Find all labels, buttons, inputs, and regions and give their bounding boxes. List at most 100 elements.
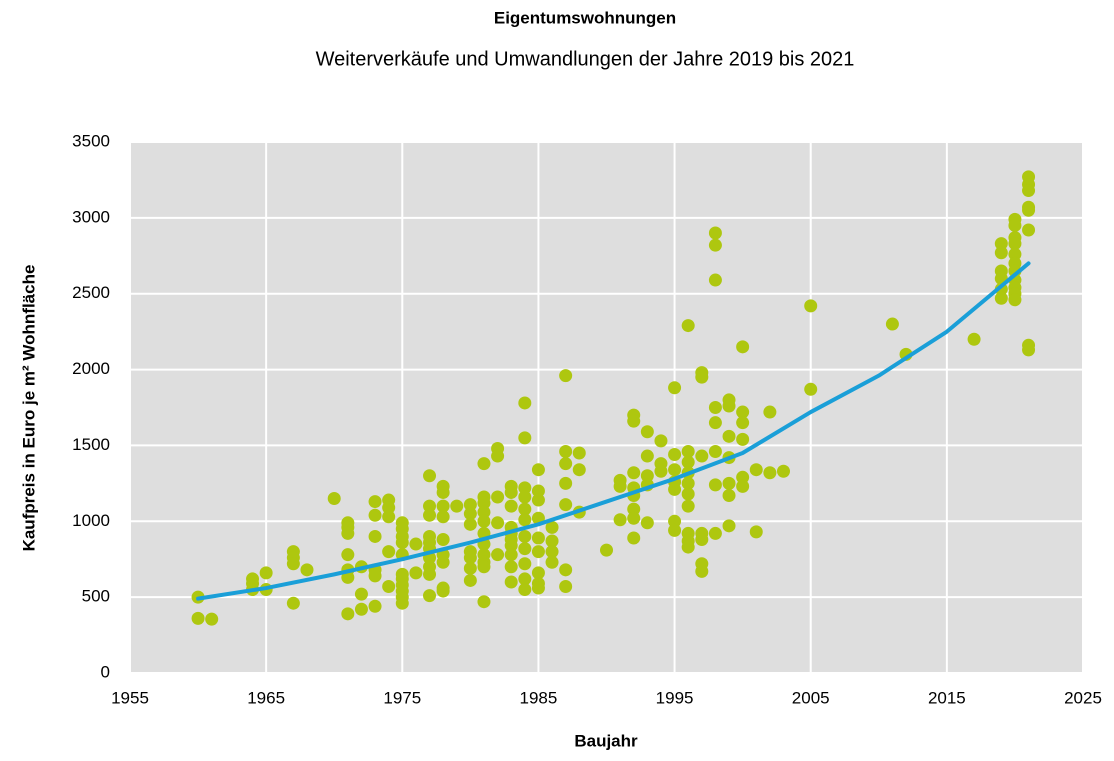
point bbox=[559, 444, 573, 458]
point bbox=[654, 434, 668, 448]
point bbox=[382, 510, 396, 524]
point bbox=[504, 499, 518, 513]
point bbox=[722, 488, 736, 502]
point bbox=[627, 502, 641, 516]
point bbox=[518, 396, 532, 410]
point bbox=[504, 548, 518, 562]
point bbox=[423, 567, 437, 581]
point bbox=[668, 523, 682, 537]
point bbox=[409, 537, 423, 551]
point bbox=[409, 566, 423, 580]
point bbox=[994, 246, 1008, 260]
point bbox=[518, 542, 532, 556]
point bbox=[776, 464, 790, 478]
point bbox=[531, 531, 545, 545]
point bbox=[1022, 223, 1036, 237]
y-tick-label: 500 bbox=[82, 587, 110, 606]
point bbox=[668, 514, 682, 528]
point bbox=[736, 340, 750, 354]
point bbox=[681, 499, 695, 513]
point bbox=[695, 449, 709, 463]
y-axis-label: Kaufpreis in Euro je m² Wohnfläche bbox=[19, 265, 38, 552]
point bbox=[668, 482, 682, 496]
point bbox=[436, 499, 450, 513]
point bbox=[518, 529, 532, 543]
point bbox=[491, 449, 505, 463]
point bbox=[722, 399, 736, 413]
point bbox=[627, 414, 641, 428]
point bbox=[668, 448, 682, 462]
point bbox=[423, 589, 437, 603]
point bbox=[259, 566, 273, 580]
point bbox=[627, 466, 641, 480]
point bbox=[531, 463, 545, 477]
point bbox=[1008, 247, 1022, 261]
point bbox=[504, 575, 518, 589]
point bbox=[708, 444, 722, 458]
point bbox=[463, 507, 477, 521]
y-tick-label: 1500 bbox=[72, 435, 110, 454]
x-tick-label: 1985 bbox=[520, 688, 558, 707]
point bbox=[423, 508, 437, 522]
point bbox=[613, 513, 627, 527]
point bbox=[531, 581, 545, 595]
point bbox=[1022, 184, 1036, 198]
x-tick-label: 1955 bbox=[111, 688, 149, 707]
point bbox=[436, 555, 450, 569]
point bbox=[518, 513, 532, 527]
x-tick-label: 1995 bbox=[656, 688, 694, 707]
point bbox=[681, 487, 695, 501]
point bbox=[436, 532, 450, 546]
point bbox=[531, 566, 545, 580]
point bbox=[736, 416, 750, 430]
point bbox=[627, 511, 641, 525]
point bbox=[463, 551, 477, 565]
x-tick-label: 2005 bbox=[792, 688, 830, 707]
point bbox=[463, 561, 477, 575]
point bbox=[559, 498, 573, 512]
point bbox=[286, 557, 300, 571]
point bbox=[736, 479, 750, 493]
y-tick-label: 2000 bbox=[72, 359, 110, 378]
x-tick-label: 2015 bbox=[928, 688, 966, 707]
point bbox=[368, 529, 382, 543]
point bbox=[382, 545, 396, 559]
point bbox=[994, 291, 1008, 305]
point bbox=[518, 572, 532, 586]
point bbox=[559, 457, 573, 471]
point bbox=[450, 499, 464, 513]
point bbox=[286, 596, 300, 610]
x-tick-label: 1975 bbox=[383, 688, 421, 707]
point bbox=[436, 510, 450, 524]
point bbox=[423, 469, 437, 483]
point bbox=[477, 496, 491, 510]
point bbox=[477, 514, 491, 528]
point bbox=[491, 516, 505, 530]
point bbox=[559, 369, 573, 383]
point bbox=[531, 493, 545, 507]
point bbox=[504, 560, 518, 574]
point bbox=[1008, 293, 1022, 307]
point bbox=[531, 545, 545, 559]
point bbox=[327, 492, 341, 506]
point bbox=[545, 534, 559, 548]
point bbox=[627, 531, 641, 545]
point bbox=[518, 583, 532, 597]
point bbox=[804, 299, 818, 313]
point bbox=[722, 519, 736, 533]
point bbox=[695, 532, 709, 546]
point bbox=[463, 498, 477, 512]
point bbox=[341, 526, 355, 540]
y-tick-label: 2500 bbox=[72, 283, 110, 302]
y-tick-label: 3500 bbox=[72, 131, 110, 150]
point bbox=[749, 525, 763, 539]
point bbox=[395, 536, 409, 550]
point bbox=[967, 332, 981, 346]
point bbox=[341, 607, 355, 621]
point bbox=[559, 563, 573, 577]
point bbox=[205, 612, 219, 626]
point bbox=[681, 319, 695, 333]
point bbox=[708, 238, 722, 252]
point bbox=[613, 479, 627, 493]
point bbox=[763, 466, 777, 480]
